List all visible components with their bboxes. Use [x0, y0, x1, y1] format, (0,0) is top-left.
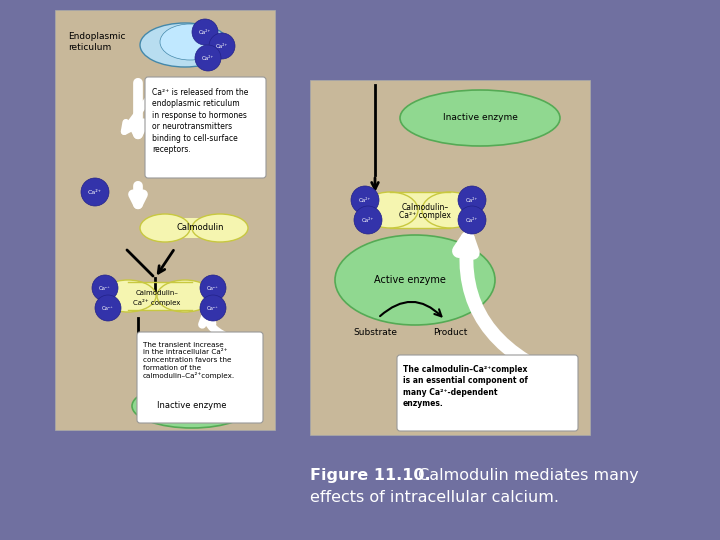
Text: Ca²⁺ is released from the
endoplasmic reticulum
in response to hormones
or neuro: Ca²⁺ is released from the endoplasmic re…: [152, 88, 248, 154]
Text: Substrate: Substrate: [353, 328, 397, 337]
Circle shape: [458, 206, 486, 234]
Ellipse shape: [140, 23, 230, 67]
Text: Ca²⁺: Ca²⁺: [88, 190, 102, 194]
Text: Product: Product: [433, 328, 467, 337]
Text: Calmodulin mediates many: Calmodulin mediates many: [413, 468, 639, 483]
Polygon shape: [55, 10, 275, 430]
Text: Ca²⁺: Ca²⁺: [216, 44, 228, 49]
FancyBboxPatch shape: [397, 355, 578, 431]
Text: The calmodulin–Ca²⁺complex
is an essential component of
many Ca²⁺-dependent
enzy: The calmodulin–Ca²⁺complex is an essenti…: [403, 365, 528, 408]
Ellipse shape: [100, 280, 156, 312]
Text: Ca²⁺: Ca²⁺: [207, 286, 219, 291]
Circle shape: [200, 275, 226, 301]
Text: Inactive enzyme: Inactive enzyme: [443, 113, 518, 123]
Ellipse shape: [140, 214, 190, 242]
Ellipse shape: [132, 384, 252, 428]
FancyBboxPatch shape: [137, 332, 263, 423]
Ellipse shape: [160, 24, 220, 60]
Ellipse shape: [192, 214, 248, 242]
Text: Calmodulin–: Calmodulin–: [401, 202, 449, 212]
Ellipse shape: [400, 90, 560, 146]
Text: Ca²⁺: Ca²⁺: [99, 286, 111, 291]
Circle shape: [354, 206, 382, 234]
Text: effects of intracellular calcium.: effects of intracellular calcium.: [310, 490, 559, 505]
Circle shape: [351, 186, 379, 214]
Circle shape: [458, 186, 486, 214]
Polygon shape: [170, 218, 225, 238]
Ellipse shape: [157, 280, 213, 312]
Circle shape: [209, 33, 235, 59]
Text: Ca²⁺: Ca²⁺: [199, 30, 211, 35]
Polygon shape: [310, 80, 590, 435]
Ellipse shape: [422, 192, 478, 228]
Polygon shape: [390, 192, 450, 228]
Text: Figure 11.10.: Figure 11.10.: [310, 468, 431, 483]
Circle shape: [192, 19, 218, 45]
Text: The transient increase
in the intracellular Ca²⁺
concentration favors the
format: The transient increase in the intracellu…: [143, 342, 235, 379]
Text: Calmodulin–: Calmodulin–: [135, 290, 179, 296]
Text: Endoplasmic
reticulum: Endoplasmic reticulum: [68, 32, 125, 52]
Text: Ca²⁺: Ca²⁺: [207, 306, 219, 310]
Text: Ca²⁺: Ca²⁺: [466, 218, 478, 222]
Text: Ca²⁺: Ca²⁺: [359, 198, 371, 202]
Circle shape: [92, 275, 118, 301]
Circle shape: [200, 295, 226, 321]
Text: Ca²⁺ complex: Ca²⁺ complex: [399, 212, 451, 220]
Text: Calmodulin: Calmodulin: [176, 224, 224, 233]
Text: Ca²⁺: Ca²⁺: [202, 56, 214, 60]
Text: Ca²⁺: Ca²⁺: [102, 306, 114, 310]
Text: Active enzyme: Active enzyme: [374, 275, 446, 285]
FancyBboxPatch shape: [145, 77, 266, 178]
Ellipse shape: [335, 235, 495, 325]
Text: Ca²⁺: Ca²⁺: [466, 198, 478, 202]
Text: Ca²⁺ complex: Ca²⁺ complex: [133, 299, 181, 306]
Ellipse shape: [362, 192, 418, 228]
Text: Ca²⁺: Ca²⁺: [362, 218, 374, 222]
Circle shape: [195, 45, 221, 71]
Text: Inactive enzyme: Inactive enzyme: [157, 402, 227, 410]
Polygon shape: [128, 282, 192, 310]
Circle shape: [95, 295, 121, 321]
Circle shape: [81, 178, 109, 206]
